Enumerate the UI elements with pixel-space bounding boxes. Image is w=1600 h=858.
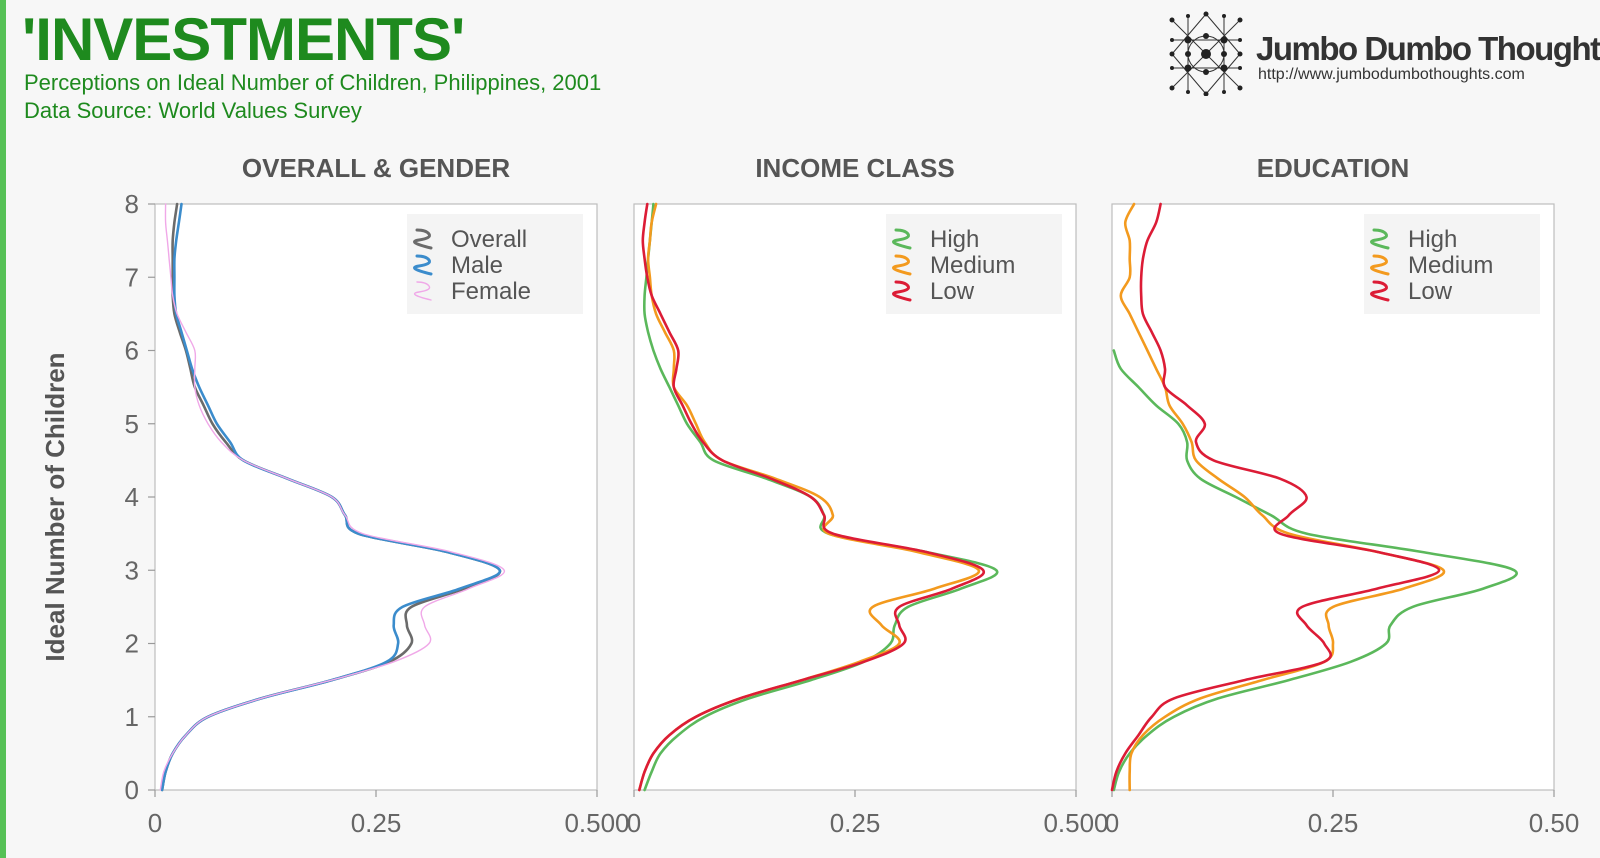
network-dots-icon (1169, 11, 1243, 96)
panel-title: OVERALL & GENDER (242, 153, 510, 183)
y-tick-label: 5 (125, 409, 139, 439)
panel-title: EDUCATION (1257, 153, 1410, 183)
x-tick-label: 0.25 (830, 808, 881, 838)
y-tick-label: 7 (125, 262, 139, 292)
legend-box (407, 214, 583, 314)
legend-swatch (892, 228, 912, 250)
x-tick-label: 0.50 (1529, 808, 1580, 838)
legend-label: Medium (1408, 252, 1493, 279)
x-tick-label: 0 (148, 808, 162, 838)
y-axis-label: Ideal Number of Children (40, 352, 70, 661)
panel-title: INCOME CLASS (755, 153, 954, 183)
page-title: 'INVESTMENTS' (22, 6, 465, 73)
legend-label: Medium (930, 252, 1015, 279)
x-tick-label: 0.25 (1308, 808, 1359, 838)
series-line-high (1112, 349, 1518, 792)
y-tick-label: 1 (125, 702, 139, 732)
legend-label: High (930, 226, 979, 253)
data-source: Data Source: World Values Survey (24, 98, 362, 123)
y-tick-label: 4 (125, 482, 139, 512)
legend-swatch (1370, 254, 1390, 276)
legend-label: Low (930, 278, 975, 305)
legend-label: High (1408, 226, 1457, 253)
y-tick-label: 2 (125, 629, 139, 659)
legend-label: Male (451, 252, 503, 279)
y-tick-label: 3 (125, 555, 139, 585)
legend-swatch (1370, 280, 1390, 302)
series-line-low (638, 202, 986, 792)
legend-swatch (892, 280, 912, 302)
legend-swatch (413, 228, 433, 250)
series-line-medium (1119, 202, 1446, 792)
accent-bar (0, 0, 6, 858)
series-line-female (159, 203, 505, 791)
series-line-low (1110, 202, 1441, 792)
x-tick-label: 0.500 (564, 808, 629, 838)
brand[interactable]: Jumbo Dumbo Thoughts http://www.jumbodum… (1164, 10, 1600, 100)
legend-box (886, 214, 1062, 314)
legend-swatch (892, 254, 912, 276)
legend-swatch (413, 281, 432, 301)
legend-label: Female (451, 278, 531, 305)
brand-url[interactable]: http://www.jumbodumbothoughts.com (1258, 66, 1525, 83)
y-tick-label: 6 (125, 336, 139, 366)
y-tick-label: 8 (125, 189, 139, 219)
y-tick-label: 0 (125, 775, 139, 805)
legend-swatch (1370, 228, 1390, 250)
page-subtitle: Perceptions on Ideal Number of Children,… (24, 70, 602, 95)
legend-box (1364, 214, 1540, 314)
x-tick-label: 0.25 (351, 808, 402, 838)
legend-swatch (413, 254, 433, 276)
legend-label: Low (1408, 278, 1453, 305)
brand-name: Jumbo Dumbo Thoughts (1256, 30, 1600, 67)
x-tick-label: 0 (627, 808, 641, 838)
legend-label: Overall (451, 226, 527, 253)
x-tick-label: 0.500 (1043, 808, 1108, 838)
x-tick-label: 0 (1105, 808, 1119, 838)
